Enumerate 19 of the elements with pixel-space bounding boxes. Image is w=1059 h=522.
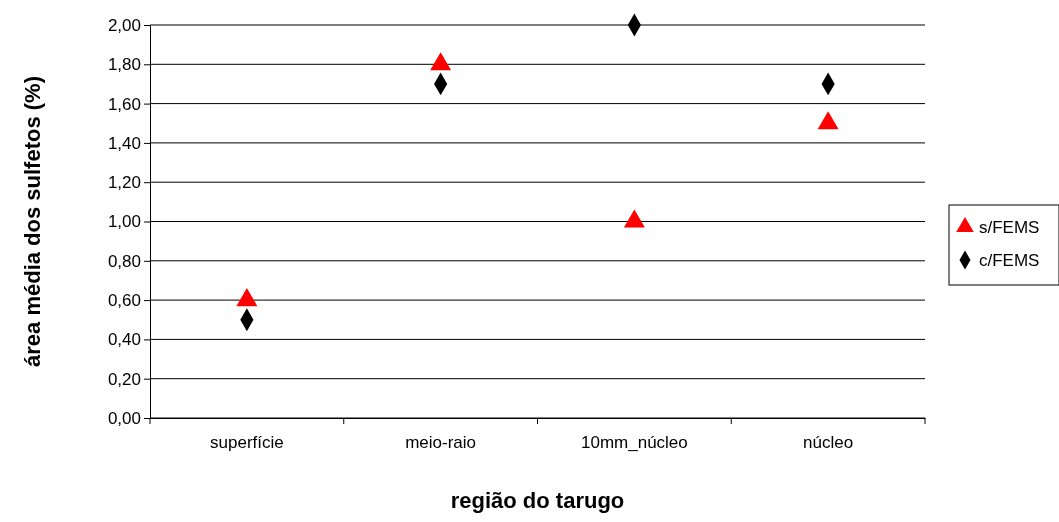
x-tick-label: meio-raio xyxy=(405,433,477,453)
y-tick-label: 0,40 xyxy=(107,330,141,350)
y-tick-label: 0,60 xyxy=(107,291,141,311)
y-axis-title: área média dos sulfetos (%) xyxy=(20,76,45,367)
y-tick-label: 2,00 xyxy=(107,15,141,35)
y-tick-label: 1,00 xyxy=(107,212,141,232)
legend-label: s/FEMS xyxy=(979,218,1040,237)
legend-label: c/FEMS xyxy=(979,251,1040,270)
y-tick-label: 1,80 xyxy=(107,55,141,75)
y-tick-label: 1,60 xyxy=(107,94,141,114)
y-tick-label: 1,40 xyxy=(107,133,141,153)
y-tick-label: 0,20 xyxy=(107,369,141,389)
x-tick-label: núcleo xyxy=(803,433,854,453)
y-tick-label: 1,20 xyxy=(107,173,141,193)
x-tick-label: 10mm_núcleo xyxy=(580,433,688,453)
x-tick-label: superfície xyxy=(210,433,284,453)
y-tick-label: 0,80 xyxy=(107,251,141,271)
x-axis-title: região do tarugo xyxy=(450,488,625,513)
y-tick-label: 0,00 xyxy=(107,408,141,428)
